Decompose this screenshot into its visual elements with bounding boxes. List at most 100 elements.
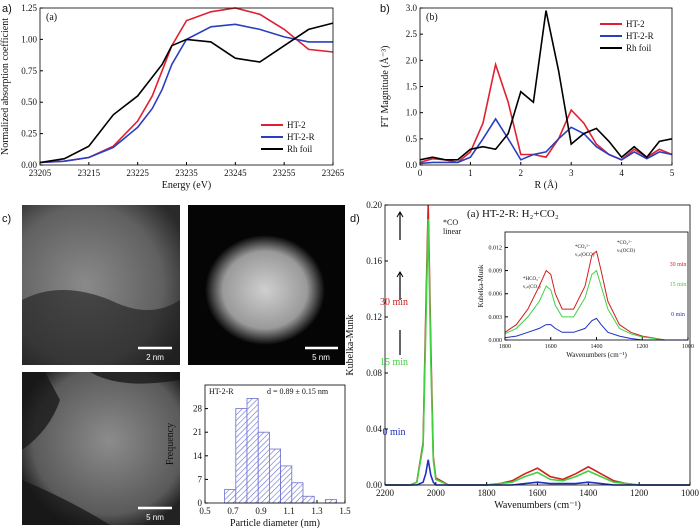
plot-frame (39, 7, 334, 166)
chart-title: (a) (46, 12, 57, 23)
y-tick-label: 0.75 (21, 66, 37, 76)
bar (302, 495, 315, 504)
chart-title: (a) HT-2-R: H₂+CO₂ (467, 208, 559, 220)
series-label: 15 min (670, 282, 687, 288)
y-axis-label: Normalized absorption coefficient (0, 18, 11, 155)
series-label: 30 min (380, 297, 408, 308)
x-tick-label: 4 (619, 168, 624, 178)
x-tick-label: 1000 (682, 344, 694, 350)
x-tick-label: 23245 (224, 168, 247, 178)
x-tick-label: 1.5 (339, 506, 351, 516)
annotation: νₐₛ(OCO) (575, 253, 595, 258)
legend-label: Rh foil (287, 144, 313, 154)
x-tick-label: 2000 (427, 488, 446, 498)
y-tick-label: 0.009 (489, 269, 503, 275)
y-tick-label: 0.04 (366, 424, 382, 434)
y-tick-label: 0.50 (21, 97, 37, 107)
scale-bar-label: 5 nm (312, 353, 330, 362)
legend-label: HT-2 (626, 19, 645, 29)
micrograph: 5 nm (22, 372, 180, 525)
x-tick-label: 0 (418, 168, 423, 178)
x-axis-label: Particle diameter (nm) (230, 518, 320, 528)
annotation: d = 0.89 ± 0.15 nm (267, 387, 329, 396)
x-tick-label: 0.5 (199, 506, 211, 516)
y-tick-label: 1.25 (21, 3, 37, 13)
series-line (419, 10, 673, 161)
series-line (504, 269, 688, 341)
legend-label: HT-2-R (626, 31, 654, 41)
y-tick-label: 0.20 (366, 200, 382, 210)
y-tick-label: 0.5 (406, 134, 418, 144)
annotation: *HCO₃⁻ (523, 277, 541, 282)
x-tick-label: 23215 (78, 168, 101, 178)
y-tick-label: 0 (198, 498, 203, 508)
x-tick-label: 1.1 (283, 506, 294, 516)
x-tick-label: 23255 (273, 168, 296, 178)
y-tick-label: 2.0 (406, 55, 418, 65)
x-tick-label: 3 (569, 168, 574, 178)
bar (291, 482, 304, 504)
y-tick-label: 0.006 (489, 292, 503, 298)
plot-frame (204, 384, 346, 504)
legend-label: HT-2-R (287, 132, 315, 142)
bar (257, 431, 270, 504)
bar (235, 408, 248, 504)
y-tick-label: 0.012 (489, 245, 503, 251)
series-label: 15 min (380, 357, 408, 368)
x-tick-label: 2200 (376, 488, 395, 498)
legend-label: HT-2 (287, 120, 306, 130)
micrograph: 5 nm (188, 205, 345, 365)
x-tick-label: 0.9 (255, 506, 267, 516)
y-tick-label: 0.25 (21, 129, 37, 139)
arrow-head (396, 271, 404, 278)
bar (246, 398, 259, 504)
plot-frame (504, 231, 689, 341)
bar (324, 499, 337, 504)
inset-background (505, 232, 688, 340)
x-axis-label: Energy (eV) (162, 180, 212, 191)
y-tick-label: 7 (198, 474, 203, 484)
y-tick-label: 0.12 (366, 312, 382, 322)
x-tick-label: 1400 (591, 344, 603, 350)
x-tick-label: 1000 (681, 488, 700, 498)
plot-frame (419, 7, 673, 166)
y-tick-label: 1.00 (21, 34, 37, 44)
x-tick-label: 1400 (579, 488, 598, 498)
x-tick-label: 1.3 (311, 506, 323, 516)
y-tick-label: 0.00 (366, 480, 382, 490)
series-line (419, 61, 673, 164)
x-tick-label: 1800 (478, 488, 497, 498)
x-tick-label: 1200 (630, 488, 649, 498)
x-tick-label: 2 (519, 168, 524, 178)
x-tick-label: 1800 (499, 344, 511, 350)
chart-title: (b) (426, 12, 438, 23)
annotation: *CO₃²⁻ (617, 240, 633, 246)
series-label: 0 min (382, 427, 405, 438)
y-tick-label: 21 (193, 427, 202, 437)
series-line (504, 317, 688, 341)
annotation: linear (443, 227, 462, 236)
annotation: *CO₃²⁻ (575, 244, 591, 250)
x-tick-label: 0.7 (227, 506, 239, 516)
series-line (39, 23, 333, 164)
y-axis-label: Kubelka-Munk (345, 314, 356, 375)
y-tick-label: 0.0 (406, 160, 418, 170)
y-tick-label: 1.5 (406, 82, 418, 92)
series-line (39, 22, 334, 164)
bar (280, 465, 293, 504)
y-tick-label: 28 (193, 404, 203, 414)
x-axis-label: R (Å) (534, 179, 557, 191)
plot-frame (384, 204, 691, 486)
annotation: νₛ(OCO) (617, 249, 635, 254)
legend-label: Rh foil (626, 43, 652, 53)
x-tick-label: 23225 (126, 168, 149, 178)
scale-bar-label: 2 nm (146, 353, 164, 362)
annotation: HT-2-R (209, 387, 234, 396)
y-tick-label: 0.00 (21, 160, 37, 170)
y-tick-label: 0.003 (489, 315, 503, 321)
x-tick-label: 1600 (545, 344, 557, 350)
series-label: 30 min (670, 262, 687, 268)
arrow-head (396, 211, 404, 218)
y-tick-label: 2.5 (406, 29, 418, 39)
